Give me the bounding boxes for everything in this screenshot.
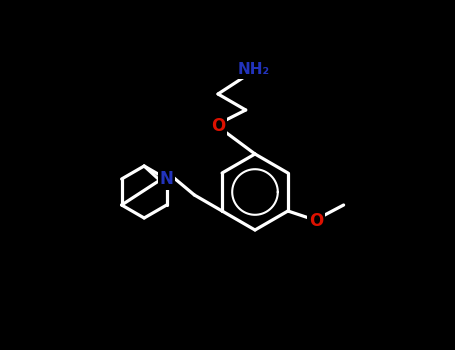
- Text: N: N: [160, 170, 174, 188]
- Text: O: O: [309, 212, 323, 230]
- Text: NH₂: NH₂: [238, 63, 270, 77]
- Text: O: O: [211, 117, 225, 135]
